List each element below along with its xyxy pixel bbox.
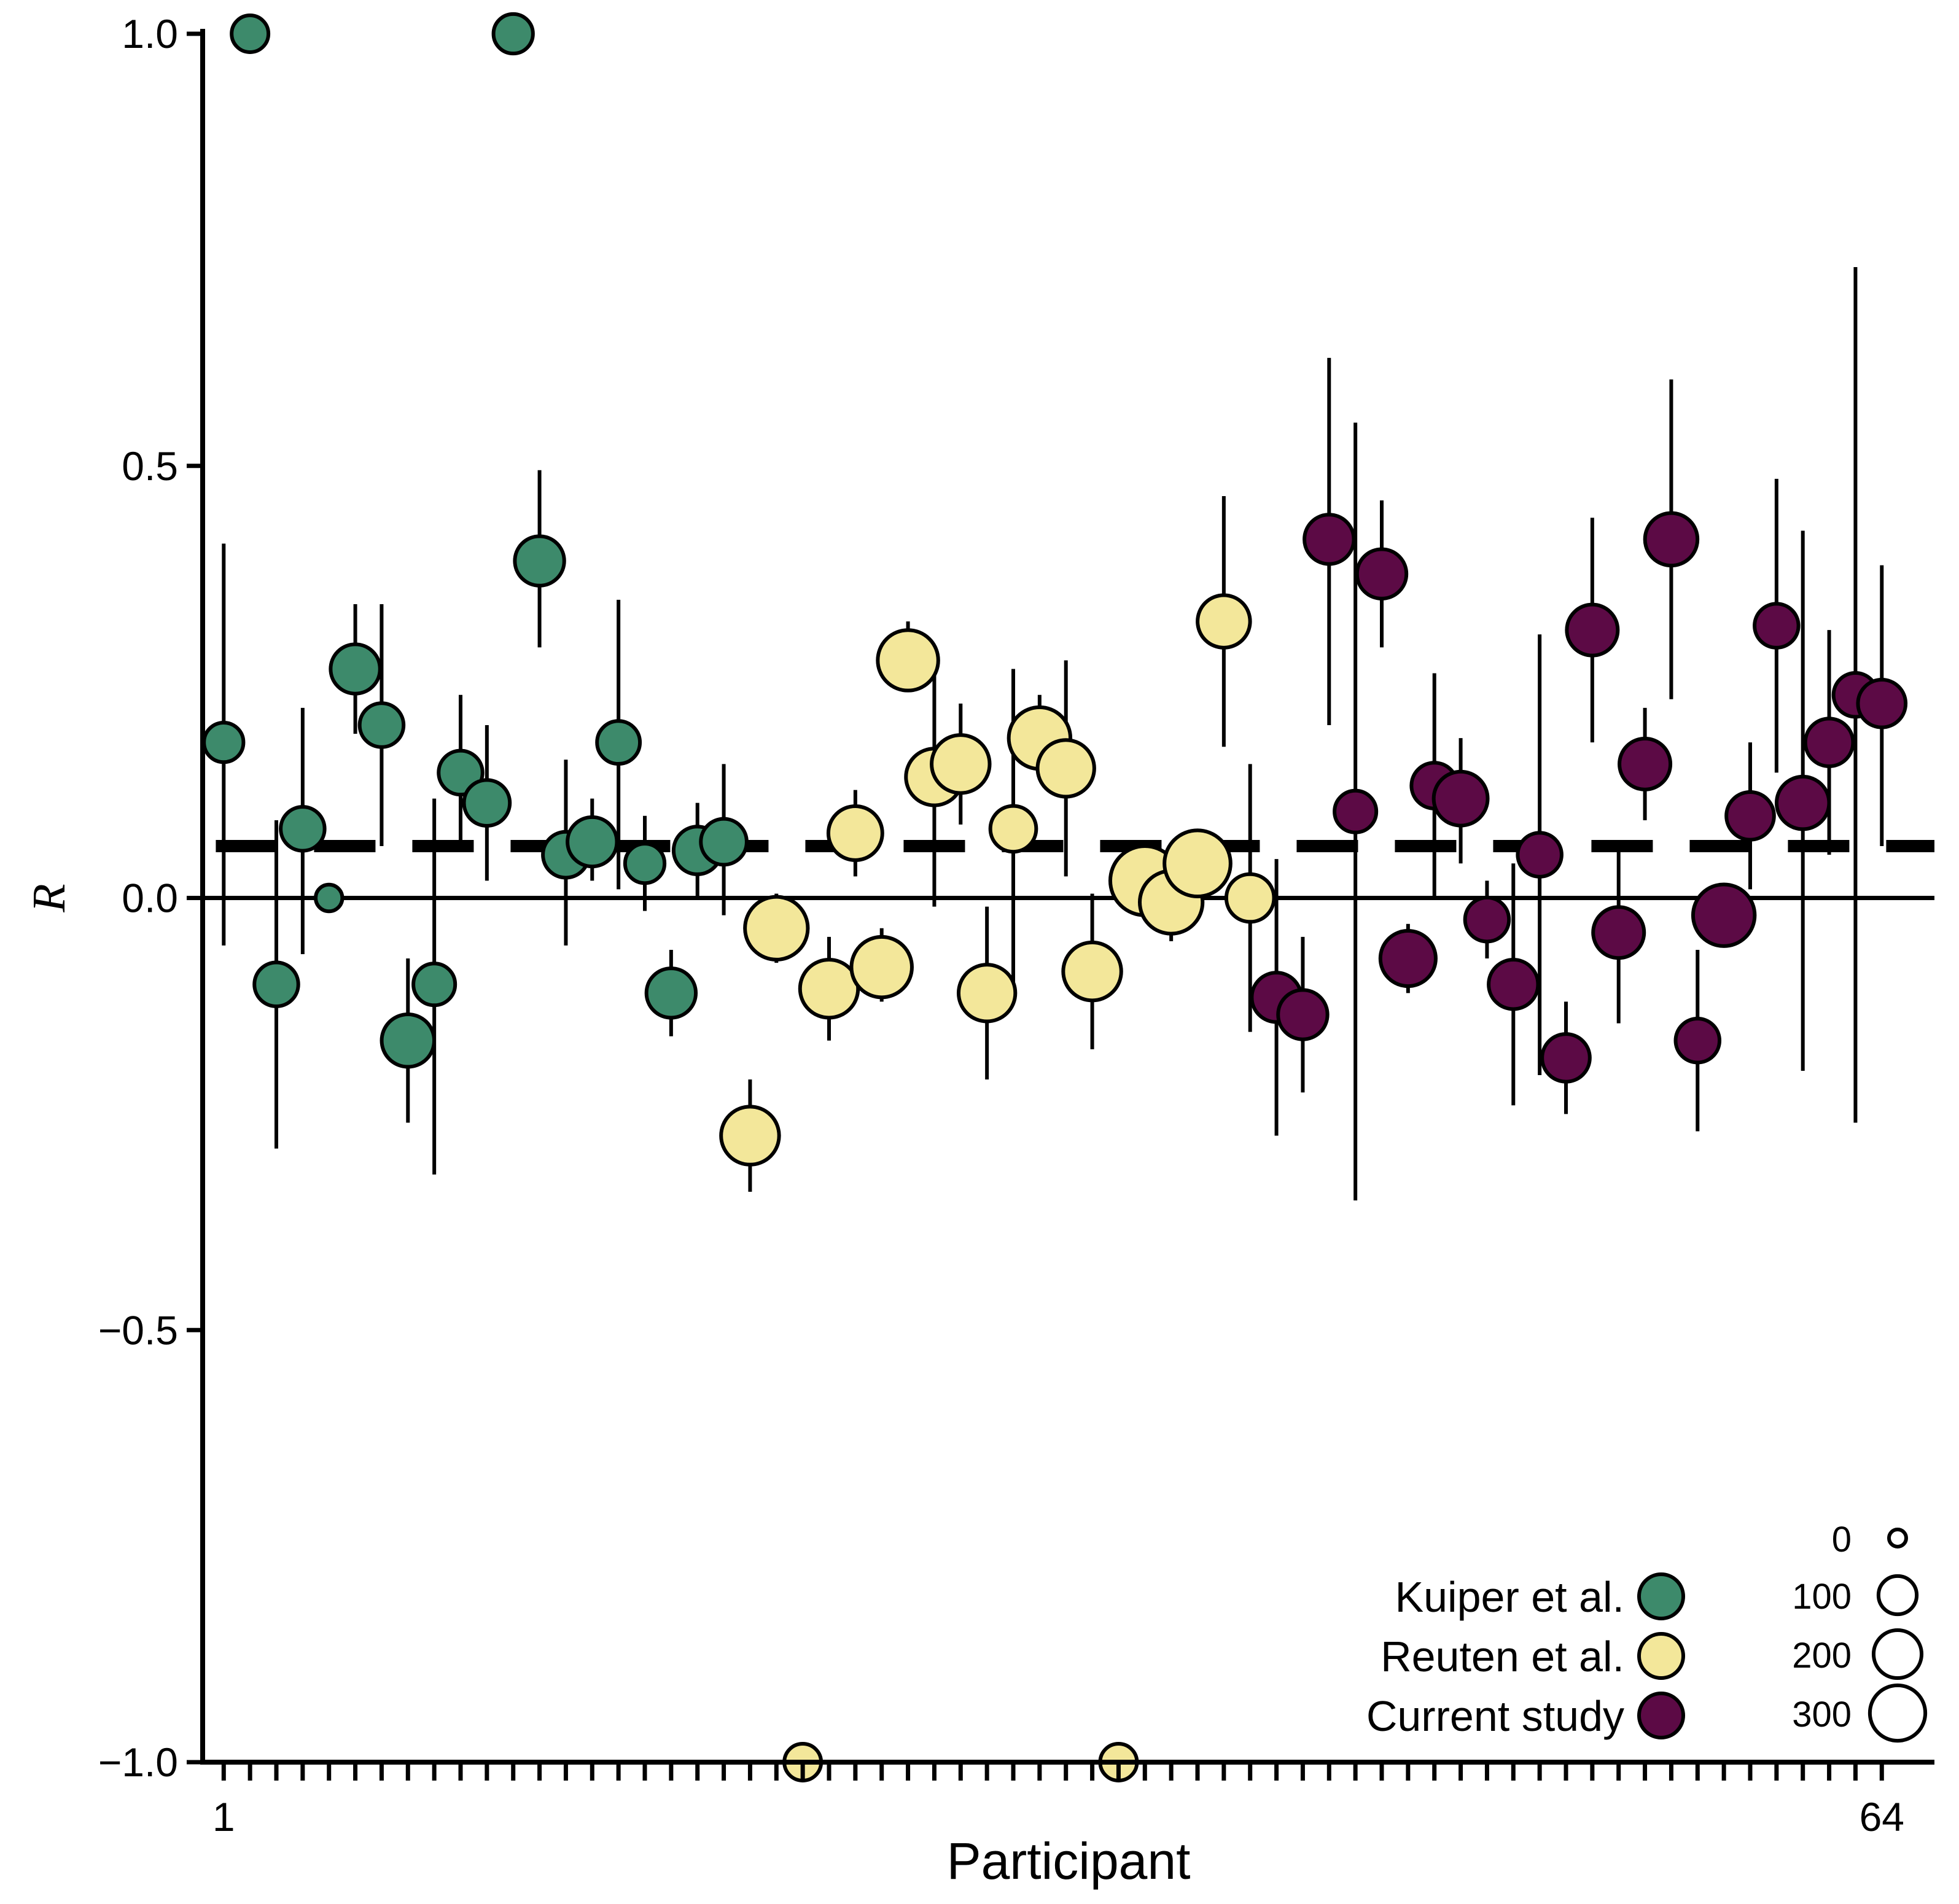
data-point [279,805,327,853]
data-point [1724,790,1776,842]
legend: Kuiper et al. Reuten et al. Current study 0… [1366,1520,1928,1743]
data-point [357,701,406,749]
y-tick-label: 0.5 [122,443,178,489]
data-point [743,895,810,962]
data-point [252,960,300,1009]
x-tick-label: 64 [1860,1794,1904,1840]
data-point [930,733,992,795]
data-point [202,721,246,764]
size-legend-circle [1887,1528,1908,1548]
y-tick-label: −0.5 [98,1307,178,1353]
data-point [699,817,749,867]
y-tick-label: 1.0 [122,11,178,56]
data-point [1753,602,1801,650]
data-point [1618,736,1673,791]
data-point [329,642,382,696]
data-point [1378,928,1438,989]
legend-label: Current study [1366,1692,1624,1740]
data-point [1487,958,1540,1011]
x-axis-title: Participant [947,1832,1191,1890]
size-legend-circle [1876,1574,1919,1617]
data-point [1035,738,1096,799]
data-point [1591,905,1646,960]
data-point [566,815,619,869]
data-point [623,842,667,885]
data-point [1516,831,1564,879]
data-point [956,963,1018,1024]
data-point [1565,602,1620,658]
size-legend-label: 0 [1832,1520,1852,1560]
data-point [826,804,884,862]
data-point [1774,774,1831,831]
size-legend-label: 100 [1792,1577,1852,1617]
data-point [1163,828,1233,899]
data-point [230,14,271,54]
data-point [411,962,458,1008]
data-point [1673,1016,1722,1065]
data-point [1303,513,1356,566]
data-point [849,935,914,1000]
data-point [1276,988,1330,1041]
legend-swatch [1637,1632,1685,1680]
data-point [462,778,512,828]
data-point [380,1012,437,1069]
size-legend-label: 200 [1792,1636,1852,1676]
size-legend-label: 300 [1792,1695,1852,1735]
data-point [1061,940,1123,1003]
y-axis-title: R [23,884,75,912]
data-point [798,958,860,1020]
y-tick-label: 0.0 [122,876,178,921]
size-legend-circle [1867,1683,1928,1743]
legend-swatch [1637,1572,1685,1620]
data-point [1856,678,1908,729]
axes: 1.0 0.5 0.0 −0.5 −1.0 1 64 Participant R [23,11,1934,1890]
data-point [719,1105,781,1167]
data-point [988,804,1038,854]
data-point [1355,547,1409,600]
data-point [1224,872,1276,924]
data-point [1463,895,1511,944]
data-point [1803,717,1855,768]
data-point [595,719,642,766]
data-point [491,12,535,56]
legend-swatch [1637,1692,1685,1739]
x-tick-label: 1 [212,1794,235,1840]
data-point [644,966,698,1020]
legend-label: Reuten et al. [1381,1633,1624,1681]
data-point [314,882,345,914]
data-point [1333,788,1379,834]
data-point [1540,1032,1592,1084]
legend-label: Kuiper et al. [1395,1573,1624,1621]
size-legend-circle [1871,1628,1924,1681]
data-point [1196,593,1252,650]
plot-area [202,12,1934,1782]
data-point [1643,511,1700,568]
y-tick-label: −1.0 [98,1739,178,1785]
data-point [1691,882,1757,948]
data-point [513,534,566,588]
data-point [876,628,940,693]
data-point [1431,769,1490,828]
